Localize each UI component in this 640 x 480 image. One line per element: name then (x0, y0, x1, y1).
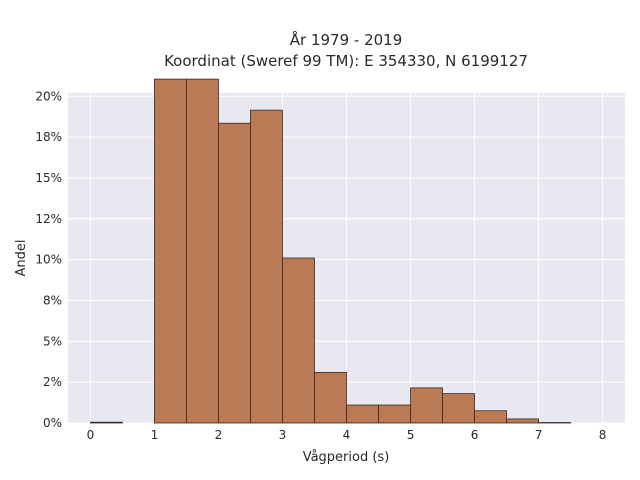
x-tick-label: 5 (407, 428, 415, 442)
y-tick-label: 2% (43, 375, 62, 389)
histogram-bar-2 (154, 78, 187, 424)
x-tick-label: 3 (279, 428, 287, 442)
x-tick-label: 6 (471, 428, 479, 442)
y-tick-label: 20% (35, 89, 62, 103)
histogram-bar-3 (186, 78, 219, 424)
histogram-bar-4 (218, 122, 251, 424)
histogram-bar-6 (282, 257, 315, 424)
x-tick-label: 0 (87, 428, 95, 442)
histogram-bar-13 (506, 418, 539, 424)
histogram-bar-0 (90, 421, 123, 424)
histogram-bar-7 (314, 371, 347, 424)
x-tick-label: 7 (535, 428, 543, 442)
y-tick-label: 8% (43, 293, 62, 307)
histogram-bar-11 (442, 393, 475, 424)
x-axis-ticks: 0 1 2 3 4 5 6 7 8 (87, 428, 607, 442)
histogram-bars (90, 78, 571, 424)
y-tick-label: 18% (35, 130, 62, 144)
histogram-bar-5 (250, 109, 283, 424)
x-tick-label: 1 (151, 428, 159, 442)
x-tick-label: 4 (343, 428, 351, 442)
x-tick-label: 8 (599, 428, 607, 442)
histogram-bar-10 (410, 387, 443, 424)
y-axis-label: Andel (14, 240, 29, 277)
y-tick-label: 0% (43, 416, 62, 430)
y-axis-ticks: 0% 2% 5% 8% 10% 12% 15% 18% 20% (35, 89, 62, 430)
x-tick-label: 2 (215, 428, 223, 442)
y-tick-label: 10% (35, 253, 62, 267)
histogram-bar-12 (474, 410, 507, 424)
chart-title-line-1: År 1979 - 2019 (290, 30, 403, 49)
histogram-bar-9 (378, 404, 411, 424)
histogram-bar-8 (346, 404, 379, 424)
chart-title-line-2: Koordinat (Sweref 99 TM): E 354330, N 61… (164, 52, 528, 70)
y-tick-label: 12% (35, 212, 62, 226)
y-tick-label: 15% (35, 171, 62, 185)
x-axis-label: Vågperiod (s) (303, 450, 390, 465)
y-tick-label: 5% (43, 334, 62, 348)
